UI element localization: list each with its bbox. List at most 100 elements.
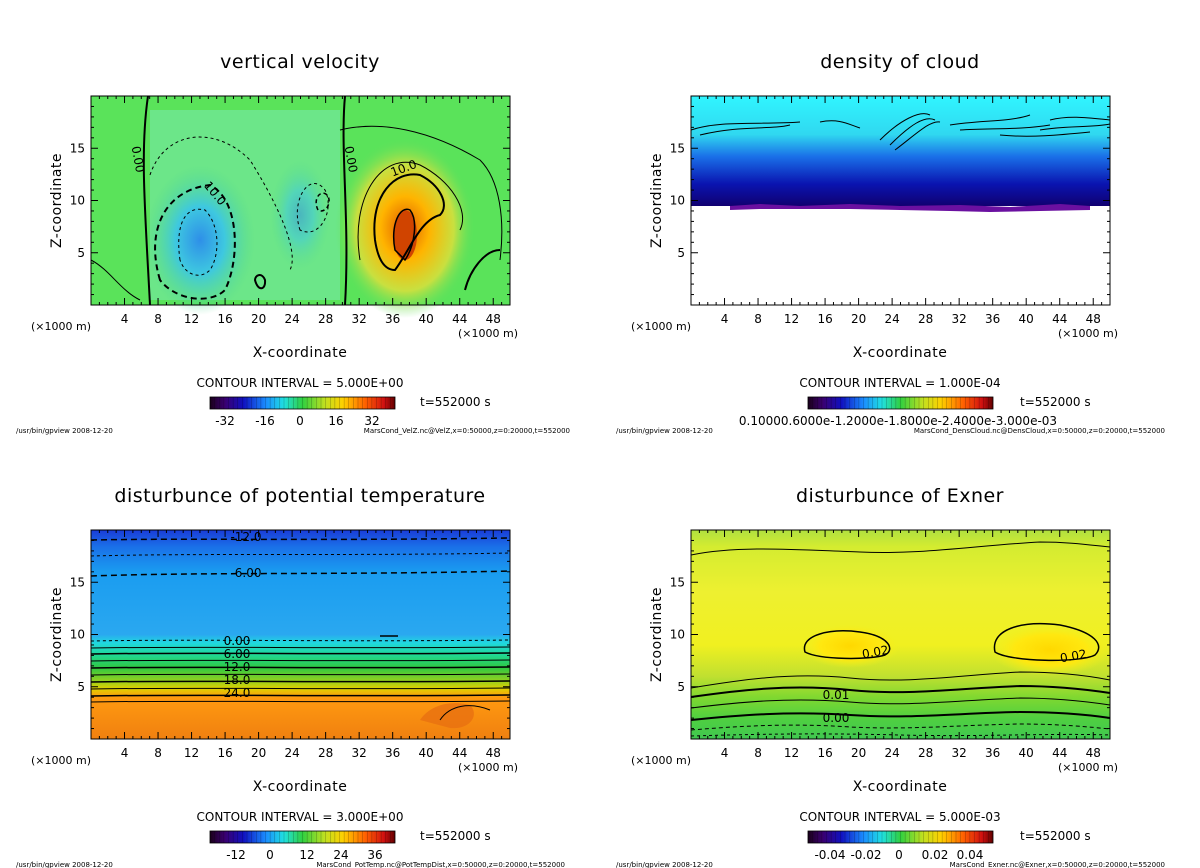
colorbar-tick-label: 0.04 [957,848,984,862]
x-tick-label: 40 [419,746,434,760]
x-tick-label: 20 [851,746,866,760]
y-tick-label: 10 [670,628,685,642]
colorbar-tick-label: 0 [296,414,304,428]
x-axis-label: X-coordinate [853,779,948,795]
y-axis-label: Z-coordinate [49,153,65,248]
panel-exner [690,530,1111,739]
contour-interval-label: CONTOUR INTERVAL = 1.000E-04 [799,376,1000,390]
footer-source: MarsCond_VelZ.nc@VelZ,x=0:50000,z=0:2000… [364,427,570,435]
colorbar-tick-label: 36 [367,848,382,862]
x-tick-label: 44 [1052,312,1067,326]
contour-label: 0.01 [823,688,850,702]
footer-source: MarsCond_DensCloud.nc@DensCloud,x=0:5000… [914,427,1165,435]
colorbar-tick-label: 0.02 [922,848,949,862]
y-tick-label: 5 [77,680,85,694]
x-tick-label: 8 [754,746,762,760]
x-tick-label: 48 [486,312,501,326]
x-axis-label: X-coordinate [853,345,948,361]
x-tick-label: 32 [352,312,367,326]
x-unit-label: (×1000 m) [1058,327,1118,340]
footer-program: /usr/bin/gpview 2008-12-20 [16,861,113,868]
contour-interval-label: CONTOUR INTERVAL = 5.000E+00 [197,376,404,390]
colorbar-tick-label: 0.10000.6000e-1.2000e-1.8000e-2.4000e-3.… [739,414,1057,428]
plot-field [691,96,1110,305]
footer-source: MarsCond_Exner.nc@Exner,x=0:50000,z=0:20… [950,861,1165,868]
x-tick-label: 44 [452,746,467,760]
contours [690,541,1111,737]
plot-field [691,530,1110,739]
x-tick-label: 24 [884,746,899,760]
x-axis-label: X-coordinate [253,345,348,361]
contour-label: 6.00 [224,647,251,661]
footer-program: /usr/bin/gpview 2008-12-20 [16,427,113,435]
y-unit-label: (×1000 m) [31,754,91,767]
contours [90,95,503,306]
x-unit-label: (×1000 m) [458,327,518,340]
x-tick-label: 20 [251,746,266,760]
contours [690,113,1111,151]
time-label: t=552000 s [420,395,491,409]
y-axis-label: Z-coordinate [649,587,665,682]
x-tick-label: 12 [784,312,799,326]
contour-label: 0.00 [823,711,850,725]
x-tick-label: 48 [486,746,501,760]
time-label: t=552000 s [1020,829,1091,843]
y-tick-label: 15 [670,575,685,589]
x-tick-label: 12 [784,746,799,760]
colorbar-tick-label: 0 [266,848,274,862]
chart-title: density of cloud [820,51,980,73]
x-tick-label: 20 [251,312,266,326]
panel-density-of-cloud [690,96,1111,305]
x-tick-label: 44 [1052,746,1067,760]
x-tick-label: 4 [721,312,729,326]
y-tick-label: 15 [70,575,85,589]
colorbar-tick-label: -16 [255,414,275,428]
x-tick-label: 48 [1086,312,1101,326]
contour-label: 0.02 [1059,647,1088,665]
contour-interval-label: CONTOUR INTERVAL = 5.000E-03 [799,810,1000,824]
x-unit-label: (×1000 m) [458,761,518,774]
panel-potential-temperature [90,530,511,739]
x-tick-label: 36 [985,312,1000,326]
y-tick-label: 10 [70,628,85,642]
x-tick-label: 8 [154,746,162,760]
contour-label: 12.0 [224,660,251,674]
x-tick-label: 16 [817,746,832,760]
colorbar-tick-label: 0 [895,848,903,862]
footer-source: MarsCond_PotTemp.nc@PotTempDist,x=0:5000… [316,861,565,868]
x-tick-label: 16 [817,312,832,326]
colorbar-tick-label: -32 [215,414,235,428]
y-axis-label: Z-coordinate [649,153,665,248]
x-tick-label: 20 [851,312,866,326]
x-tick-label: 16 [217,312,232,326]
colorbar-tick-label: -0.04 [814,848,845,862]
contour-label: -6.00 [230,566,261,580]
contour-label: 0.02 [861,643,890,661]
x-tick-label: 28 [318,312,333,326]
y-tick-label: 10 [70,194,85,208]
colorbar-tick-label: -0.02 [850,848,881,862]
footer-program: /usr/bin/gpview 2008-12-20 [616,427,713,435]
time-label: t=552000 s [1020,395,1091,409]
chart-title: disturbunce of potential temperature [114,485,485,507]
x-tick-label: 4 [121,312,129,326]
colorbar-tick-label: 24 [333,848,348,862]
x-axis-label: X-coordinate [253,779,348,795]
time-label: t=552000 s [420,829,491,843]
x-tick-label: 4 [721,746,729,760]
x-tick-label: 24 [284,312,299,326]
x-tick-label: 28 [918,312,933,326]
x-tick-label: 24 [284,746,299,760]
x-tick-label: 40 [1019,312,1034,326]
x-tick-label: 40 [419,312,434,326]
plot-field [91,530,510,739]
y-unit-label: (×1000 m) [631,320,691,333]
contour-label: 0.00 [129,145,147,174]
colorbar-tick-label: 32 [364,414,379,428]
contour-label: 0.00 [342,145,360,174]
footer-program: /usr/bin/gpview 2008-12-20 [616,861,713,868]
colorbar-tick-label: 12 [299,848,314,862]
y-tick-label: 5 [677,246,685,260]
